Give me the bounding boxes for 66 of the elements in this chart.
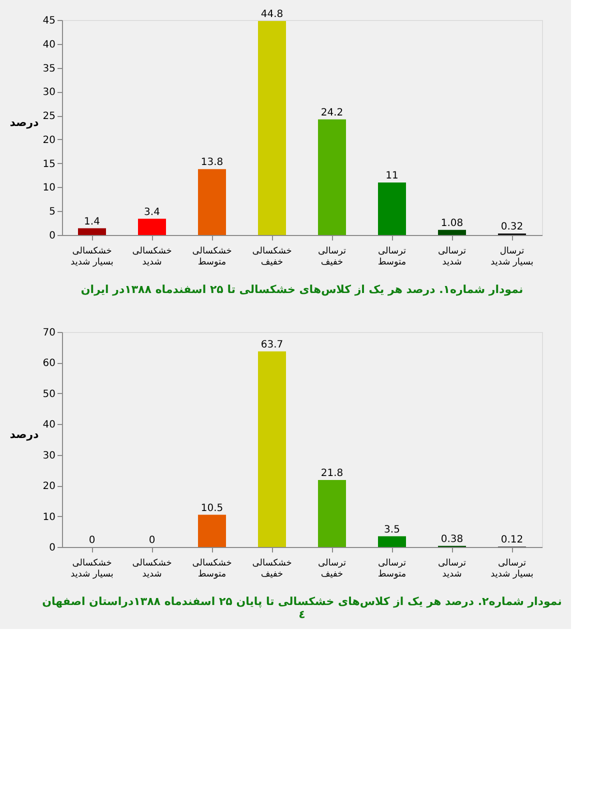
bar <box>258 351 286 547</box>
text: نمودار شماره۲. درصد هر یک از کلاس‌های خشکسالی تا پایان ۲۵ اسفندماه ۱۳۸۸دراستان اصفهان <box>42 595 562 608</box>
bar <box>318 480 346 547</box>
y-tick-label: 50 <box>42 388 56 400</box>
data-label: 0.12 <box>500 534 524 546</box>
y-tick-label: 40 <box>42 420 56 431</box>
data-label: 1.4 <box>84 216 100 228</box>
text: نمودار شماره۱. درصد هر یک از کلاس‌های خشکسالی تا ۲۵ اسفندماه ۱۳۸۸در ایران <box>80 283 524 296</box>
x-tick-label: خشکسالی متوسط <box>192 246 232 268</box>
data-label: 13.8 <box>200 157 224 168</box>
y-tick-label: 25 <box>42 111 56 122</box>
data-label: 3.4 <box>144 206 160 218</box>
bar <box>198 169 226 235</box>
bar <box>438 230 466 235</box>
y-tick-label: 35 <box>42 63 56 74</box>
data-label: 63.7 <box>260 339 284 350</box>
data-label: 0.38 <box>440 534 464 545</box>
y-tick-label: 10 <box>42 182 56 194</box>
y-tick-label: 10 <box>42 512 56 523</box>
bar <box>78 228 106 235</box>
bar <box>378 182 406 235</box>
bar <box>138 218 166 235</box>
y-tick-label: 20 <box>42 481 56 492</box>
y-tick-label: 15 <box>42 158 56 170</box>
x-tick-label: ترسالی خفیف <box>318 558 346 580</box>
data-label: 3.5 <box>384 524 400 536</box>
y-tick-label: 45 <box>42 16 56 26</box>
y-tick-label: 5 <box>49 206 56 218</box>
bar <box>258 20 286 235</box>
y-axis-title: درصد <box>10 116 40 129</box>
x-tick-label: ترسالی شدید <box>438 246 466 268</box>
y-tick-label: 70 <box>42 328 56 338</box>
x-tick-label: ترسالی متوسط <box>378 558 406 580</box>
x-tick-label: ترسالی متوسط <box>378 246 406 268</box>
x-tick-label: خشکسالی خفیف <box>252 558 292 580</box>
data-label: 11 <box>386 170 398 182</box>
data-label: 0 <box>148 535 156 546</box>
bar <box>318 119 346 235</box>
y-tick-label: 40 <box>42 39 56 50</box>
data-label: 0.32 <box>500 221 524 232</box>
bar <box>198 514 226 547</box>
data-label: 1.08 <box>440 218 464 229</box>
data-label: 0 <box>88 535 96 546</box>
x-tick-label: خشکسالی شدید <box>132 558 172 580</box>
x-tick-label: ترسالی بسیار شدید <box>490 558 534 580</box>
y-tick-label: 30 <box>42 450 56 462</box>
data-label: 21.8 <box>320 468 344 480</box>
x-tick-label: خشکسالی بسیار شدید <box>70 246 114 268</box>
text: ٤ <box>298 608 306 621</box>
x-tick-label: ترسال بسیار شدید <box>490 246 534 268</box>
x-tick-label: ترسالی خفیف <box>318 246 346 268</box>
y-axis-title: درصد <box>10 428 40 441</box>
x-tick-label: خشکسالی متوسط <box>192 558 232 580</box>
y-tick-label: 60 <box>42 358 56 370</box>
y-tick-label: 20 <box>42 134 56 146</box>
bar <box>378 536 406 547</box>
y-tick-label: 30 <box>42 87 56 98</box>
x-tick-label: ترسالی شدید <box>438 558 466 580</box>
x-tick-label: خشکسالی شدید <box>132 246 172 268</box>
x-tick-label: خشکسالی بسیار شدید <box>70 558 114 580</box>
data-label: 10.5 <box>200 502 224 514</box>
y-tick-label: 0 <box>49 230 56 242</box>
data-label: 44.8 <box>260 8 284 20</box>
y-tick-label: 0 <box>49 542 56 554</box>
data-label: 24.2 <box>320 107 344 118</box>
x-tick-label: خشکسالی خفیف <box>252 246 292 268</box>
